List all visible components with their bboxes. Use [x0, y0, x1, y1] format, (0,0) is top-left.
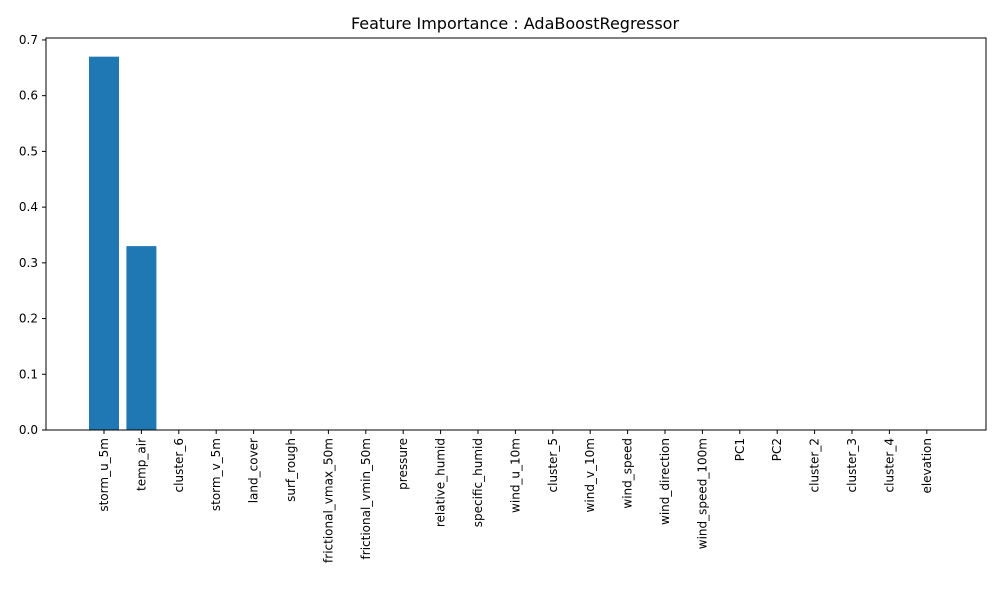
x-tick-label: PC2	[770, 438, 784, 461]
y-tick-label: 0.7	[19, 33, 38, 47]
y-tick-label: 0.5	[19, 144, 38, 158]
x-tick-label: PC1	[733, 438, 747, 461]
y-tick-label: 0.0	[19, 423, 38, 437]
x-tick-label: cluster_2	[808, 438, 822, 492]
x-tick-label: elevation	[920, 438, 934, 494]
x-tick-label: storm_u_5m	[97, 438, 111, 512]
y-tick-label: 0.2	[19, 312, 38, 326]
x-tick-label: storm_v_5m	[209, 438, 223, 511]
bar-temp_air	[126, 246, 157, 430]
x-tick-label: relative_humid	[434, 438, 448, 527]
bars-group	[89, 56, 157, 431]
x-tick-label: frictional_vmax_50m	[321, 438, 335, 563]
y-axis: 0.0 0.1 0.2 0.3 0.4 0.5 0.6 0.7	[19, 33, 46, 437]
x-tick-label: surf_rough	[284, 438, 298, 502]
x-tick-label: cluster_5	[546, 438, 560, 492]
x-axis: storm_u_5m temp_air cluster_6 storm_v_5m lan…	[97, 430, 934, 563]
x-tick-label: wind_v_10m	[583, 438, 597, 512]
plot-frame	[45, 37, 987, 431]
x-tick-label: land_cover	[247, 438, 261, 503]
x-tick-label: wind_speed_100m	[695, 438, 709, 549]
x-tick-label: specific_humid	[471, 438, 485, 527]
y-tick-label: 0.1	[19, 367, 38, 381]
x-tick-label: cluster_3	[845, 438, 859, 492]
y-tick-label: 0.6	[19, 89, 38, 103]
y-tick-label: 0.3	[19, 256, 38, 270]
x-tick-label: temp_air	[134, 438, 148, 491]
bar-storm_u_5m	[89, 56, 119, 431]
x-tick-label: wind_speed	[621, 438, 635, 509]
x-tick-label: wind_direction	[658, 438, 672, 525]
chart-title: Feature Importance : AdaBoostRegressor	[351, 14, 680, 33]
x-tick-label: frictional_vmin_50m	[359, 438, 373, 559]
x-tick-label: cluster_4	[882, 438, 896, 492]
y-tick-label: 0.4	[19, 200, 38, 214]
x-tick-label: wind_u_10m	[508, 438, 522, 513]
x-tick-label: cluster_6	[172, 438, 186, 492]
x-tick-label: pressure	[396, 438, 410, 490]
